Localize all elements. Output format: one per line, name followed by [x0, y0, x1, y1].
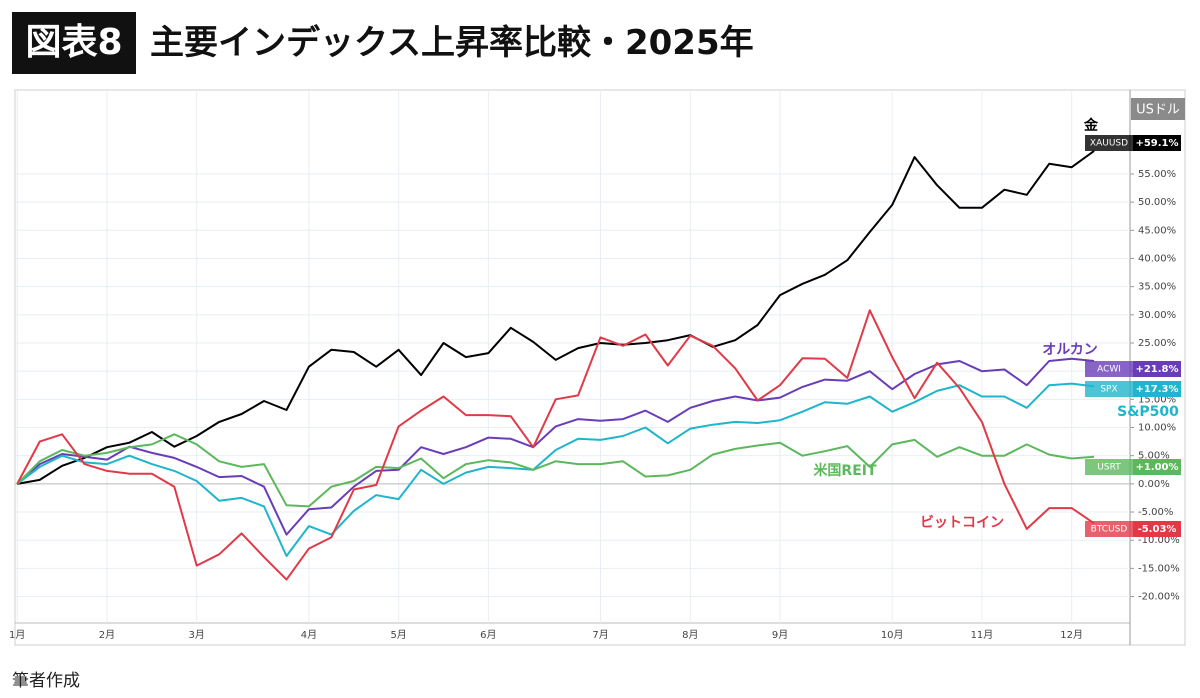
figure-label: 図表8 — [12, 12, 136, 74]
tag-change-bg — [1133, 381, 1181, 397]
x-tick-label: 12月 — [1060, 629, 1083, 641]
tag-ticker: ACWI — [1097, 365, 1121, 375]
series-line — [16, 357, 1095, 536]
tag-change: +59.1% — [1135, 138, 1178, 149]
series-line — [16, 433, 1095, 508]
tag-ticker-bg — [1085, 459, 1133, 475]
tag-ticker-bg — [1085, 381, 1133, 397]
tag-ticker-bg — [1085, 521, 1133, 537]
tag-change: +21.8% — [1135, 364, 1178, 375]
x-tick-label: 4月 — [301, 629, 317, 641]
x-tick-label: 2月 — [99, 629, 115, 641]
tag-ticker: XAUUSD — [1090, 139, 1128, 149]
x-tick-label: 5月 — [390, 629, 406, 641]
tag-change: +1.00% — [1135, 462, 1178, 473]
tag-ticker: BTCUSD — [1091, 525, 1128, 535]
tag-change-bg — [1133, 459, 1181, 475]
tag-ticker: SPX — [1100, 385, 1117, 395]
currency-box — [1131, 98, 1185, 120]
y-tick-label: 15.00% — [1138, 394, 1176, 405]
currency-label: USドル — [1136, 103, 1180, 118]
y-tick-label: 25.00% — [1138, 338, 1176, 349]
x-tick-label: 7月 — [592, 629, 608, 641]
x-tick-label: 10月 — [881, 629, 904, 641]
y-tick-label: 40.00% — [1138, 253, 1176, 264]
tag-change-bg — [1133, 135, 1181, 151]
tag-ticker: USRT — [1097, 463, 1121, 473]
y-tick-label: 50.00% — [1138, 197, 1176, 208]
source-note: 筆者作成 — [12, 671, 80, 691]
y-tick-label: 0.00% — [1138, 479, 1170, 490]
tag-change-bg — [1133, 521, 1181, 537]
y-tick-label: 35.00% — [1138, 282, 1176, 293]
y-tick-label: 55.00% — [1138, 169, 1176, 180]
series-name: 金 — [1083, 117, 1099, 134]
series-line — [17, 150, 1095, 485]
series-line — [16, 382, 1095, 557]
y-tick-label: 30.00% — [1138, 310, 1176, 321]
y-tick-label: 45.00% — [1138, 225, 1176, 236]
tag-change-bg — [1133, 361, 1181, 377]
series-name: ビットコイン — [920, 515, 1004, 531]
x-tick-label: 11月 — [971, 629, 994, 641]
x-tick-label: 6月 — [480, 629, 496, 641]
page-title: 主要インデックス上昇率比較・2025年 — [150, 23, 754, 63]
x-tick-label: 1月 — [9, 629, 25, 641]
y-tick-label: 10.00% — [1138, 423, 1176, 434]
y-tick-label: 5.00% — [1138, 451, 1170, 462]
tag-change: +17.3% — [1135, 384, 1178, 395]
tag-change: -5.03% — [1138, 524, 1177, 535]
x-tick-label: 3月 — [189, 629, 205, 641]
y-tick-label: -5.00% — [1138, 507, 1173, 518]
y-tick-label: -10.00% — [1138, 535, 1180, 546]
series-name: S&P500 — [1117, 404, 1179, 420]
plot-frame — [14, 89, 1186, 646]
tag-ticker-bg — [1085, 361, 1133, 377]
x-tick-label: 9月 — [772, 629, 788, 641]
series-name: オルカン — [1042, 342, 1098, 358]
tag-ticker-bg — [1085, 135, 1133, 151]
series-line — [16, 309, 1095, 581]
series-name: 米国REIT — [813, 462, 877, 479]
y-tick-label: -20.00% — [1138, 592, 1180, 603]
y-tick-label: -15.00% — [1138, 563, 1180, 574]
x-tick-label: 8月 — [682, 629, 698, 641]
